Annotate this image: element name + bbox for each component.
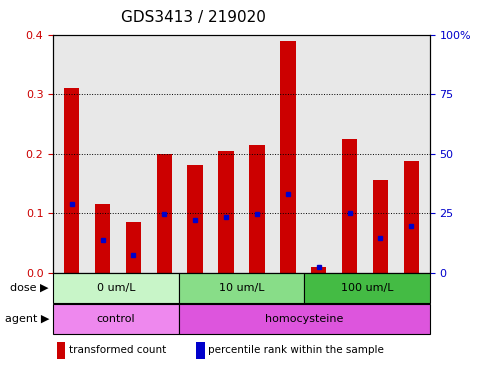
- Text: 0 um/L: 0 um/L: [97, 283, 135, 293]
- Bar: [373, 180, 388, 273]
- Bar: [249, 145, 265, 273]
- Bar: [53, 304, 179, 334]
- Text: transformed count: transformed count: [69, 345, 166, 356]
- Text: GDS3413 / 219020: GDS3413 / 219020: [121, 10, 266, 25]
- Bar: [179, 304, 430, 334]
- Bar: [126, 222, 141, 273]
- Bar: [196, 342, 205, 359]
- Bar: [218, 151, 234, 273]
- Bar: [57, 342, 65, 359]
- Text: control: control: [97, 314, 135, 324]
- Text: homocysteine: homocysteine: [265, 314, 343, 324]
- Text: percentile rank within the sample: percentile rank within the sample: [208, 345, 384, 356]
- Text: 100 um/L: 100 um/L: [341, 283, 393, 293]
- Text: 10 um/L: 10 um/L: [219, 283, 264, 293]
- Bar: [156, 154, 172, 273]
- Bar: [179, 273, 304, 303]
- Bar: [187, 166, 203, 273]
- Bar: [280, 40, 296, 273]
- Bar: [342, 139, 357, 273]
- Bar: [304, 273, 430, 303]
- Bar: [404, 161, 419, 273]
- Text: dose ▶: dose ▶: [10, 283, 48, 293]
- Bar: [53, 273, 179, 303]
- Bar: [64, 88, 79, 273]
- Bar: [311, 266, 327, 273]
- Text: agent ▶: agent ▶: [5, 314, 49, 324]
- Bar: [95, 204, 110, 273]
